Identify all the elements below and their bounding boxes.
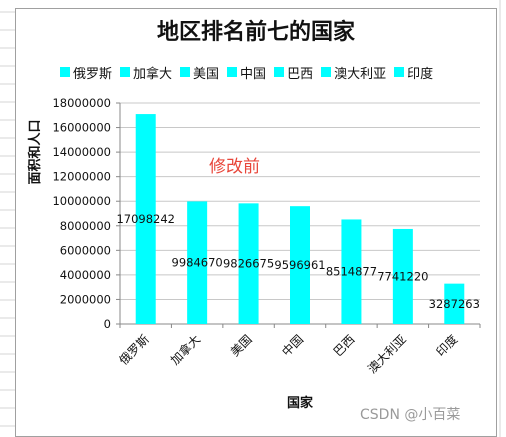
x-tick-label: 美国	[228, 332, 255, 359]
x-tick-label: 澳大利亚	[365, 332, 409, 376]
y-tick-label: 0	[104, 317, 111, 331]
legend-swatch	[60, 67, 70, 77]
bar	[187, 201, 208, 324]
bar	[341, 219, 362, 324]
bar	[444, 283, 465, 324]
bar	[135, 114, 156, 324]
y-tick-label: 10000000	[52, 194, 111, 208]
legend-entry[interactable]: 美国	[180, 63, 219, 82]
legend-entry[interactable]: 中国	[227, 63, 266, 82]
y-tick-label: 14000000	[52, 145, 111, 159]
legend-swatch	[120, 67, 131, 77]
y-tick-label: 18000000	[52, 96, 111, 110]
bar-value-label: 7741220	[377, 269, 428, 283]
bar	[238, 203, 259, 324]
bar-value-label: 17098242	[116, 212, 175, 226]
y-tick-label: 12000000	[52, 170, 111, 184]
x-tick-label: 巴西	[331, 332, 358, 359]
bar-value-label: 8514877	[326, 265, 377, 279]
x-tick-label: 中国	[279, 332, 307, 360]
x-tick-label: 印度	[433, 332, 461, 360]
x-axis-label: 国家	[286, 396, 313, 411]
y-tick-label: 6000000	[60, 243, 111, 257]
legend-label: 巴西	[287, 66, 314, 82]
annotation-text: 修改前	[209, 157, 260, 177]
chart-legend[interactable]: 俄罗斯 加拿大 美国 中国 巴西 澳大利亚 印度	[60, 61, 460, 83]
watermark: CSDN @小百菜	[360, 407, 461, 423]
bar-value-label: 9826675	[223, 257, 274, 271]
bar	[290, 206, 310, 324]
chart-title: 地区排名前七的国家	[156, 19, 355, 45]
y-tick-label: 2000000	[60, 292, 111, 306]
y-tick-label: 8000000	[60, 219, 111, 233]
y-tick-label: 4000000	[60, 268, 111, 282]
bar-value-label: 3287263	[429, 297, 480, 311]
legend-swatch	[180, 67, 191, 77]
y-tick-label: 16000000	[52, 121, 111, 135]
bar	[392, 228, 413, 324]
legend-entry[interactable]: 加拿大	[120, 63, 172, 82]
legend-entry[interactable]: 巴西	[274, 63, 313, 82]
bar-value-label: 9984670	[172, 256, 223, 270]
legend-label: 澳大利亚	[334, 66, 387, 82]
legend-label: 中国	[240, 66, 267, 82]
y-axis-label: 面积和人口	[28, 119, 43, 185]
legend-entry[interactable]: 印度	[394, 63, 433, 82]
legend-entry[interactable]: 澳大利亚	[321, 63, 386, 82]
legend-swatch	[321, 67, 332, 77]
legend-swatch	[394, 67, 405, 77]
legend-entry[interactable]: 俄罗斯	[60, 63, 112, 82]
x-tick-label: 加拿大	[167, 332, 203, 368]
legend-swatch	[227, 67, 238, 77]
x-tick-label: 俄罗斯	[116, 332, 151, 367]
legend-label: 美国	[193, 66, 220, 82]
legend-label: 印度	[407, 66, 434, 82]
legend-label: 加拿大	[133, 66, 173, 82]
bar-value-label: 9596961	[274, 258, 325, 272]
legend-label: 俄罗斯	[73, 66, 113, 82]
legend-swatch	[274, 67, 285, 77]
